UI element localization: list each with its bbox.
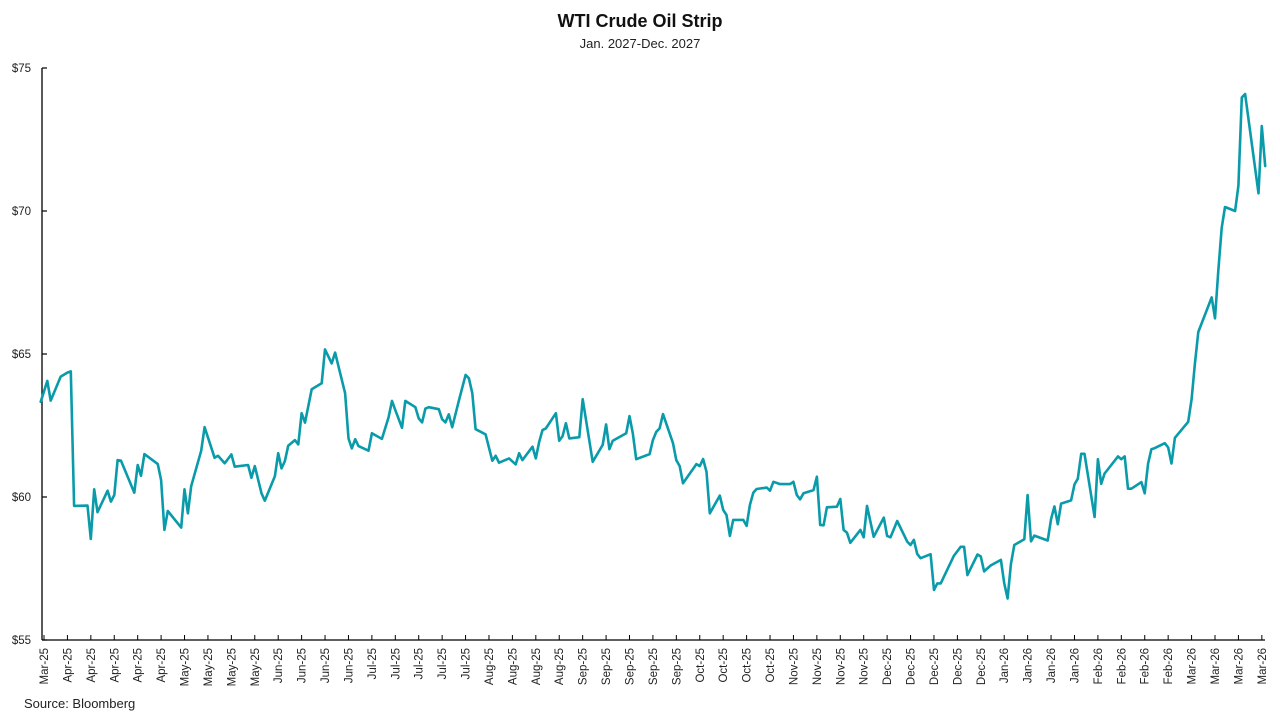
chart-subtitle: Jan. 2027-Dec. 2027 bbox=[579, 36, 701, 51]
x-tick-label: Jan-26 bbox=[1023, 648, 1035, 683]
x-tick-label: Nov-25 bbox=[835, 648, 847, 685]
x-tick-label: May-25 bbox=[203, 648, 215, 686]
price-line bbox=[39, 92, 1267, 600]
x-tick-label: Jun-25 bbox=[273, 648, 285, 683]
x-tick-label: Aug-25 bbox=[507, 648, 519, 685]
x-tick-label: Jun-25 bbox=[320, 648, 332, 683]
y-tick-label: $55 bbox=[12, 635, 31, 647]
x-tick-label: Oct-25 bbox=[718, 648, 730, 683]
x-tick-label: Feb-26 bbox=[1093, 648, 1105, 684]
x-tick-label: May-25 bbox=[250, 648, 262, 686]
x-tick-label: Mar-26 bbox=[1187, 648, 1199, 684]
x-tick-label: Dec-25 bbox=[882, 648, 894, 685]
x-tick-label: Apr-25 bbox=[109, 648, 121, 683]
y-axis-ticks: $55 $60 $65 $70 $75 bbox=[12, 63, 47, 647]
x-tick-label: Jun-25 bbox=[297, 648, 309, 683]
plot-area bbox=[39, 92, 1267, 600]
x-tick-label: Sep-25 bbox=[601, 648, 613, 685]
x-tick-label: Sep-25 bbox=[671, 648, 683, 685]
x-tick-label: Oct-25 bbox=[695, 648, 707, 683]
x-tick-label: Sep-25 bbox=[648, 648, 660, 685]
x-tick-label: Sep-25 bbox=[625, 648, 637, 685]
x-tick-label: Mar-26 bbox=[1233, 648, 1245, 684]
x-tick-label: Mar-26 bbox=[1257, 648, 1269, 684]
x-tick-label: Jul-25 bbox=[367, 648, 379, 679]
x-tick-label: Feb-26 bbox=[1140, 648, 1152, 684]
x-tick-label: Aug-25 bbox=[484, 648, 496, 685]
x-tick-label: Feb-26 bbox=[1163, 648, 1175, 684]
x-tick-label: Apr-25 bbox=[156, 648, 168, 683]
x-tick-label: Nov-25 bbox=[859, 648, 871, 685]
y-tick-label: $70 bbox=[12, 206, 31, 218]
x-tick-label: Mar-26 bbox=[1210, 648, 1222, 684]
x-tick-label: Dec-25 bbox=[906, 648, 918, 685]
x-tick-label: Oct-25 bbox=[742, 648, 754, 683]
x-tick-label: Aug-25 bbox=[531, 648, 543, 685]
x-tick-label: Oct-25 bbox=[765, 648, 777, 683]
y-tick-label: $75 bbox=[12, 63, 31, 75]
y-tick-label: $65 bbox=[12, 349, 31, 361]
x-tick-label: Jan-26 bbox=[1069, 648, 1081, 683]
x-tick-label: Feb-26 bbox=[1116, 648, 1128, 684]
x-tick-label: Aug-25 bbox=[554, 648, 566, 685]
x-tick-label: Jan-26 bbox=[1046, 648, 1058, 683]
x-tick-label: Dec-25 bbox=[952, 648, 964, 685]
x-tick-label: Jan-26 bbox=[999, 648, 1011, 683]
x-tick-label: Nov-25 bbox=[788, 648, 800, 685]
x-tick-label: Dec-25 bbox=[929, 648, 941, 685]
x-tick-label: Jul-25 bbox=[461, 648, 473, 679]
x-tick-label: Apr-25 bbox=[133, 648, 145, 683]
x-tick-label: Apr-25 bbox=[62, 648, 74, 683]
x-tick-label: Jun-25 bbox=[343, 648, 355, 683]
x-axis-ticks: Mar-25 Apr-25 Apr-25 Apr-25 Apr-25 Apr-25 May-… bbox=[39, 635, 1269, 686]
chart-title: WTI Crude Oil Strip bbox=[557, 11, 723, 31]
x-tick-label: Sep-25 bbox=[578, 648, 590, 685]
x-tick-label: Jul-25 bbox=[390, 648, 402, 679]
y-tick-label: $60 bbox=[12, 492, 31, 504]
x-tick-label: Jul-25 bbox=[437, 648, 449, 679]
axes bbox=[41, 68, 1265, 641]
source-note: Source: Bloomberg bbox=[24, 696, 136, 711]
x-tick-label: Nov-25 bbox=[812, 648, 824, 685]
x-tick-label: May-25 bbox=[180, 648, 192, 686]
x-tick-label: Apr-25 bbox=[86, 648, 98, 683]
x-tick-label: May-25 bbox=[226, 648, 238, 686]
x-tick-label: Dec-25 bbox=[976, 648, 988, 685]
x-tick-label: Jul-25 bbox=[414, 648, 426, 679]
x-tick-label: Mar-25 bbox=[39, 648, 51, 684]
